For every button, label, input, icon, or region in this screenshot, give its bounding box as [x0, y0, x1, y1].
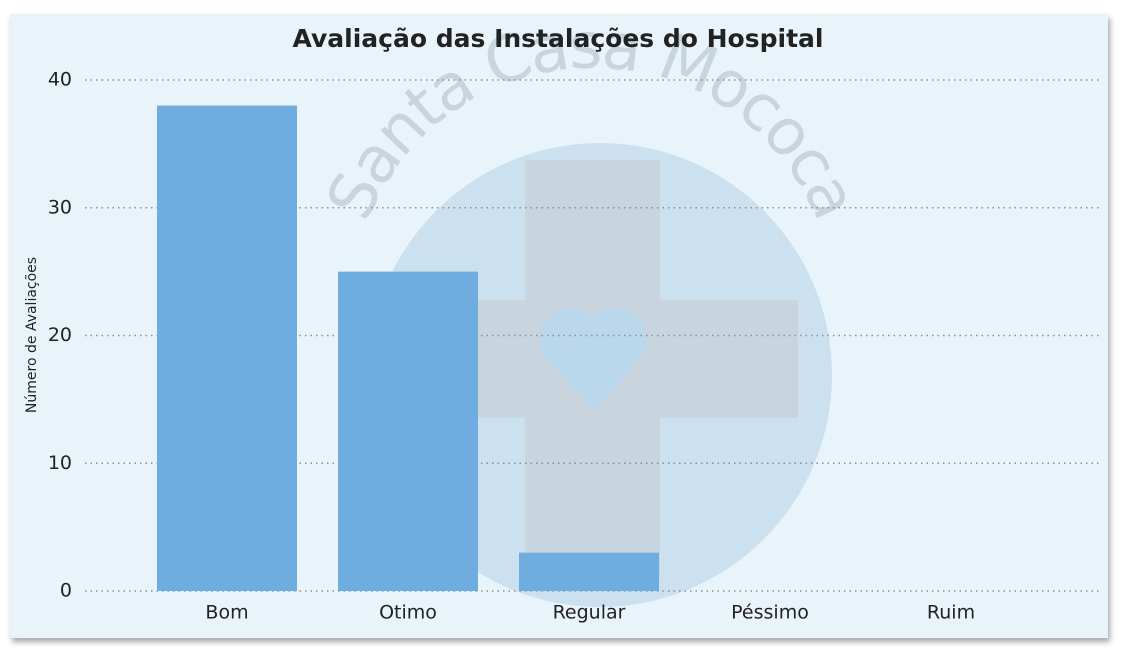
bar — [338, 271, 478, 591]
x-tick-label: Otimo — [379, 602, 437, 624]
x-tick-label: Regular — [553, 602, 626, 624]
bar — [519, 552, 659, 591]
bar — [157, 105, 297, 592]
x-tick-label: Péssimo — [731, 602, 809, 624]
y-axis-label: Número de Avaliações — [24, 257, 40, 413]
y-tick-label: 40 — [48, 69, 72, 91]
y-tick-label: 20 — [48, 324, 72, 346]
chart-title: Avaliação das Instalações do Hospital — [293, 24, 824, 53]
y-tick-label: 0 — [60, 580, 72, 602]
y-tick-label: 30 — [48, 196, 72, 218]
x-tick-label: Bom — [205, 602, 248, 624]
y-tick-label: 10 — [48, 452, 72, 474]
x-tick-label: Ruim — [927, 602, 975, 624]
